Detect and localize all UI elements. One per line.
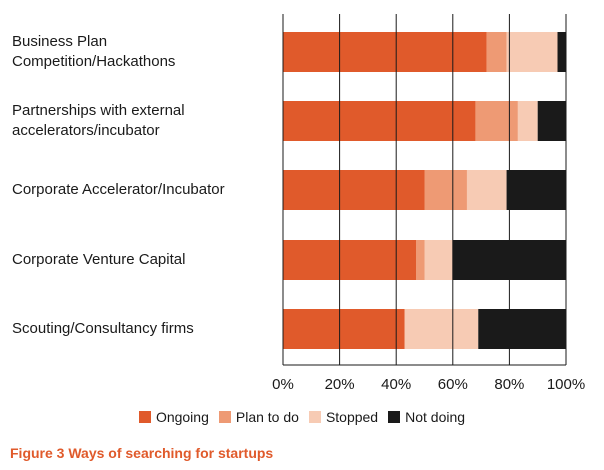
bar-segment <box>506 32 558 72</box>
bar-segment <box>283 170 425 210</box>
bar-segment <box>283 101 476 141</box>
x-tick-label: 100% <box>546 376 586 393</box>
legend-item: Not doing <box>388 409 465 425</box>
legend-swatch <box>388 411 401 423</box>
bar-segment <box>557 32 566 72</box>
bar-segment <box>416 240 425 280</box>
bar-segment <box>506 170 566 210</box>
category-label: Corporate Venture Capital <box>12 251 186 268</box>
bar-segment <box>475 101 518 141</box>
category-label: Business Plan Competition/Hackathons <box>12 33 176 70</box>
category-label: Corporate Accelerator/Incubator <box>12 181 225 198</box>
category-label: Scouting/Consultancy firms <box>12 320 194 337</box>
bar-segment <box>283 309 405 349</box>
bar-segment <box>486 32 507 72</box>
legend-label: Not doing <box>405 409 466 425</box>
bar-segment <box>537 101 566 141</box>
category-label: Partnerships with external accelerators/i… <box>12 102 185 139</box>
legend-item: Stopped <box>308 409 379 425</box>
legend-label: Stopped <box>325 409 379 425</box>
legend-swatch <box>218 411 231 423</box>
figure-caption: Figure 3 Ways of searching for startups <box>10 445 274 461</box>
x-tick-label: 20% <box>324 376 355 393</box>
bar-segment <box>517 101 538 141</box>
legend-item: Ongoing <box>138 409 209 425</box>
legend-swatch <box>138 411 151 423</box>
legend-label: Plan to do <box>235 409 299 425</box>
bar-segment <box>466 170 507 210</box>
x-tick-label: 80% <box>494 376 525 393</box>
legend-label: Ongoing <box>155 409 209 425</box>
bar-segment <box>283 32 487 72</box>
bar-segment <box>424 170 467 210</box>
bar-segment <box>404 309 479 349</box>
bar-segment <box>283 240 417 280</box>
legend: Ongoing Plan to do Stopped Not doing <box>0 409 604 425</box>
x-tick-label: 40% <box>381 376 412 393</box>
x-tick-label: 60% <box>437 376 468 393</box>
x-tick-label: 0% <box>272 376 294 393</box>
legend-item: Plan to do <box>218 409 299 425</box>
bar-segment <box>424 240 453 280</box>
bar-segment <box>478 309 566 349</box>
legend-swatch <box>308 411 321 423</box>
